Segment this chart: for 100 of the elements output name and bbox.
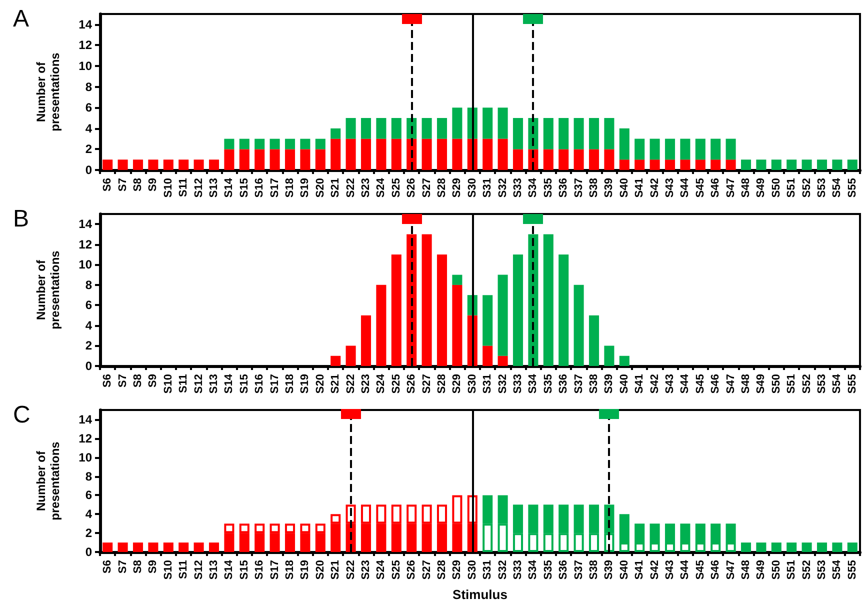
bar: [710, 160, 721, 170]
x-tick-label: S31: [482, 178, 494, 198]
x-tick-label: S9: [147, 178, 160, 192]
bar: [452, 138, 462, 170]
y-axis-title: Number of presentations: [34, 250, 62, 330]
bar: [512, 254, 524, 366]
x-tick-label: S22: [344, 374, 357, 394]
bar: [558, 118, 569, 150]
bar: [422, 118, 432, 139]
x-tick-label: S51: [786, 374, 798, 394]
x-tick-label: S19: [299, 560, 312, 580]
bar: [194, 542, 204, 552]
x-tick-label: S38: [588, 560, 600, 580]
x-tick-label: S34: [527, 559, 540, 580]
bar: [422, 234, 432, 366]
x-tick-label: S36: [558, 374, 570, 394]
x-tick-label: S52: [800, 374, 813, 394]
bar: [360, 315, 372, 366]
bar: [452, 284, 462, 366]
bar: [391, 138, 402, 170]
x-tick-label: S29: [451, 178, 464, 198]
bar: [847, 542, 858, 552]
x-tick-label: S15: [238, 560, 250, 580]
x-tick-label: S20: [314, 560, 326, 580]
bar: [498, 274, 508, 356]
bar: [330, 356, 341, 366]
x-tick-label: S9: [147, 374, 160, 388]
bar: [604, 118, 614, 150]
x-tick-label: S17: [268, 560, 281, 580]
x-tick-label: S39: [603, 374, 616, 394]
x-tick-label: S34: [527, 373, 540, 394]
bar: [436, 254, 448, 366]
bar: [802, 160, 812, 170]
x-tick-label: S14: [223, 373, 236, 394]
bar: [163, 160, 174, 170]
bar: [102, 542, 113, 552]
x-tick-label: S53: [816, 374, 828, 394]
bar: [452, 108, 462, 139]
bar: [619, 128, 630, 160]
bar: [832, 160, 842, 170]
x-tick-label: S29: [451, 560, 464, 580]
y-axis-title: Number of presentations: [34, 52, 62, 132]
x-tick-label: S6: [102, 178, 114, 192]
bar: [574, 149, 584, 170]
bar: [436, 138, 448, 170]
y-tick-label: 4: [85, 507, 92, 522]
x-tick-label: S18: [284, 374, 296, 394]
bar: [300, 149, 310, 170]
x-tick-label: S15: [238, 374, 250, 394]
bar: [270, 149, 280, 170]
bar: [315, 149, 326, 170]
x-tick-label: S12: [192, 178, 205, 198]
x-tick-label: S19: [299, 374, 312, 394]
x-tick-label: S42: [648, 374, 661, 394]
x-tick-label: S54: [831, 373, 844, 394]
x-axis-title: Stimulus: [452, 587, 508, 602]
chart-title: C: [13, 402, 30, 428]
bar: [132, 542, 144, 552]
x-tick-label: S41: [634, 560, 646, 580]
x-tick-label: S26: [406, 178, 418, 198]
x-tick-label: S21: [330, 178, 342, 198]
x-tick-label: S16: [254, 178, 266, 198]
x-tick-label: S21: [330, 560, 342, 580]
x-tick-label: S23: [360, 374, 372, 394]
x-tick-label: S17: [268, 374, 281, 394]
y-tick-label: 10: [78, 59, 92, 73]
bar: [816, 160, 828, 170]
x-tick-label: S35: [542, 560, 554, 580]
y-tick-label: 6: [85, 298, 92, 312]
bar: [680, 160, 690, 170]
bar: [650, 160, 660, 170]
x-tick-label: S36: [558, 178, 570, 198]
x-tick-label: S7: [116, 374, 129, 388]
x-tick-label: S15: [238, 178, 250, 198]
x-tick-label: S20: [314, 178, 326, 198]
x-tick-label: S43: [664, 178, 676, 198]
bar: [574, 284, 584, 366]
x-tick-label: S7: [116, 560, 129, 574]
x-tick-label: S49: [755, 178, 768, 198]
bar: [194, 160, 204, 170]
x-tick-label: S24: [375, 177, 388, 198]
bar: [178, 542, 189, 552]
bar: [574, 118, 584, 150]
bar: [619, 160, 630, 170]
x-tick-label: S45: [694, 374, 706, 394]
x-tick-label: S18: [284, 178, 296, 198]
x-tick-label: S46: [710, 560, 722, 580]
x-tick-label: S53: [816, 178, 828, 198]
bar: [376, 284, 386, 366]
x-tick-label: S53: [816, 560, 828, 580]
x-tick-label: S8: [132, 178, 144, 192]
x-tick-label: S46: [710, 178, 722, 198]
x-tick-label: S10: [162, 178, 174, 198]
y-tick-label: 0: [85, 163, 92, 177]
x-tick-label: S44: [679, 559, 692, 580]
bar: [102, 160, 113, 170]
bar: [330, 138, 341, 170]
x-tick-label: S38: [588, 178, 600, 198]
x-tick-label: S7: [116, 178, 129, 192]
bar: [346, 118, 356, 139]
